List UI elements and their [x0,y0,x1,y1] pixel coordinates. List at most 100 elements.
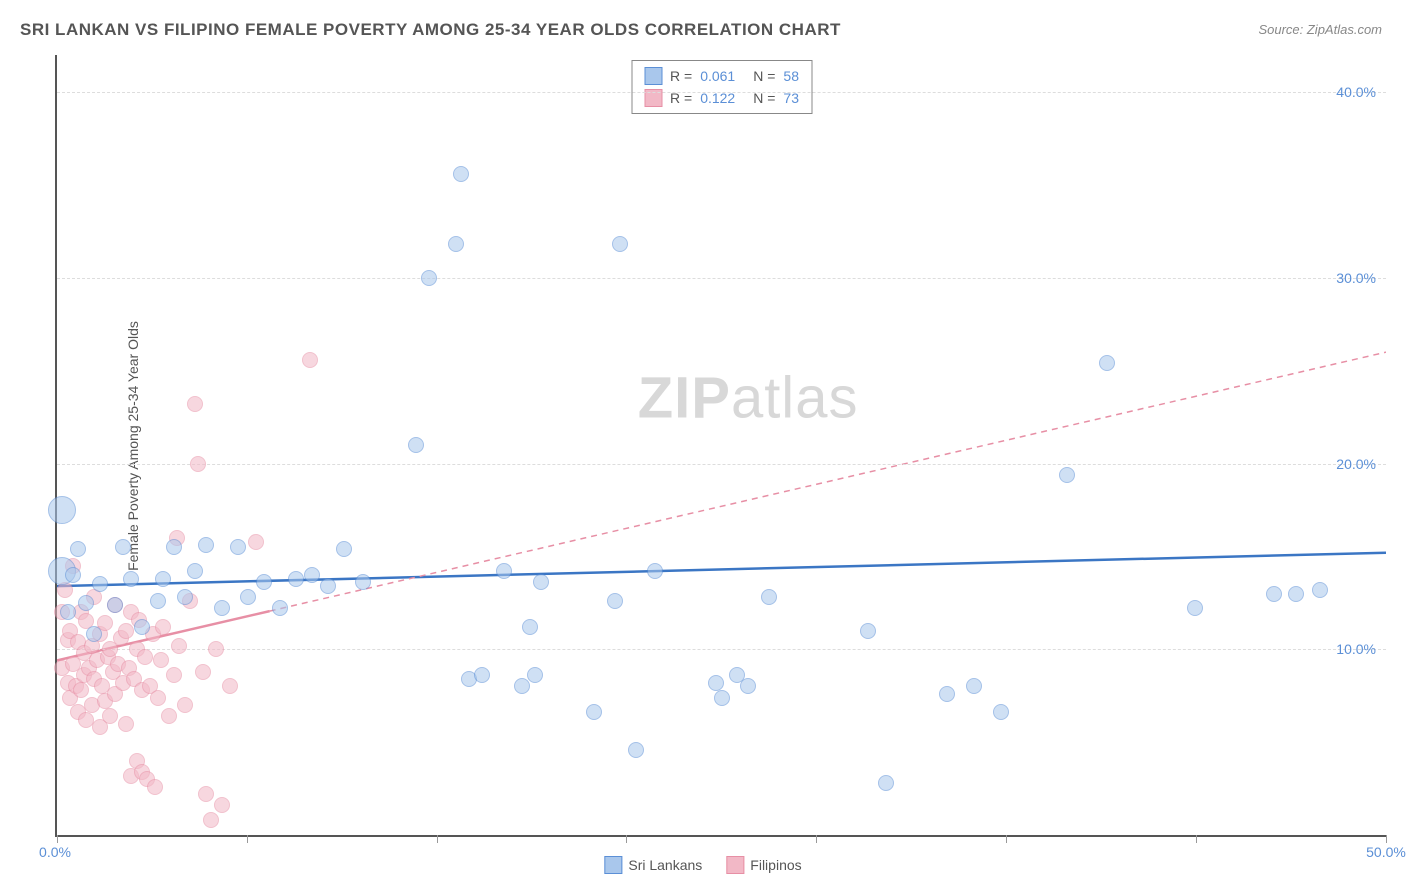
swatch-series-1 [604,856,622,874]
scatter-point [187,563,203,579]
scatter-point [60,604,76,620]
scatter-point [187,396,203,412]
watermark: ZIPatlas [638,365,859,432]
scatter-point [230,539,246,555]
scatter-point [302,352,318,368]
gridline-h [57,649,1386,650]
x-tick [57,835,58,843]
scatter-point [86,626,102,642]
watermark-zip: ZIP [638,366,731,431]
y-tick-label: 40.0% [1336,84,1376,100]
legend-item-2: Filipinos [726,856,801,874]
scatter-point [514,678,530,694]
scatter-point [107,597,123,613]
scatter-point [1312,582,1328,598]
scatter-point [102,708,118,724]
scatter-point [448,236,464,252]
scatter-point [65,567,81,583]
scatter-point [878,775,894,791]
x-tick [437,835,438,843]
r-label: R = [670,68,692,84]
scatter-point [586,704,602,720]
scatter-point [527,667,543,683]
scatter-point [171,638,187,654]
x-tick [626,835,627,843]
chart-plot-area: ZIPatlas R = 0.061 N = 58 R = 0.122 N = … [55,55,1386,837]
scatter-point [1187,600,1203,616]
legend-label-2: Filipinos [750,857,801,873]
scatter-point [198,786,214,802]
scatter-point [1059,467,1075,483]
scatter-point [177,697,193,713]
scatter-point [628,742,644,758]
x-tick [816,835,817,843]
scatter-point [48,496,76,524]
scatter-point [740,678,756,694]
x-tick [247,835,248,843]
scatter-point [939,686,955,702]
scatter-point [708,675,724,691]
legend-item-1: Sri Lankans [604,856,702,874]
x-tick [1006,835,1007,843]
gridline-h [57,92,1386,93]
x-tick-label: 50.0% [1366,844,1406,860]
scatter-point [336,541,352,557]
scatter-point [860,623,876,639]
scatter-point [150,690,166,706]
scatter-point [166,667,182,683]
scatter-point [607,593,623,609]
scatter-point [421,270,437,286]
scatter-point [203,812,219,828]
x-tick-label: 0.0% [39,844,71,860]
scatter-point [453,166,469,182]
scatter-point [134,619,150,635]
scatter-point [993,704,1009,720]
scatter-point [208,641,224,657]
scatter-point [1266,586,1282,602]
scatter-point [966,678,982,694]
source-label: Source: ZipAtlas.com [1258,22,1382,37]
bottom-legend: Sri Lankans Filipinos [604,856,801,874]
scatter-point [355,574,371,590]
x-tick [1196,835,1197,843]
scatter-point [118,716,134,732]
gridline-h [57,464,1386,465]
scatter-point [198,537,214,553]
scatter-point [190,456,206,472]
scatter-point [612,236,628,252]
scatter-point [474,667,490,683]
scatter-point [115,539,131,555]
scatter-point [320,578,336,594]
watermark-atlas: atlas [731,366,859,431]
scatter-point [92,576,108,592]
scatter-point [256,574,272,590]
scatter-point [155,571,171,587]
r-legend-row-2: R = 0.122 N = 73 [644,87,799,109]
trend-lines-svg [57,55,1386,835]
swatch-series-2 [726,856,744,874]
scatter-point [73,682,89,698]
scatter-point [137,649,153,665]
n-label: N = [753,68,775,84]
scatter-point [761,589,777,605]
scatter-point [288,571,304,587]
scatter-point [118,623,134,639]
scatter-point [78,595,94,611]
chart-title: SRI LANKAN VS FILIPINO FEMALE POVERTY AM… [20,20,841,40]
scatter-point [153,652,169,668]
r-value-1: 0.061 [700,68,735,84]
scatter-point [248,534,264,550]
y-tick-label: 30.0% [1336,270,1376,286]
scatter-point [195,664,211,680]
scatter-point [123,571,139,587]
n-value-1: 58 [783,68,799,84]
scatter-point [166,539,182,555]
scatter-point [161,708,177,724]
scatter-point [70,541,86,557]
scatter-point [240,589,256,605]
scatter-point [522,619,538,635]
scatter-point [214,600,230,616]
scatter-point [647,563,663,579]
y-tick-label: 10.0% [1336,641,1376,657]
scatter-point [304,567,320,583]
